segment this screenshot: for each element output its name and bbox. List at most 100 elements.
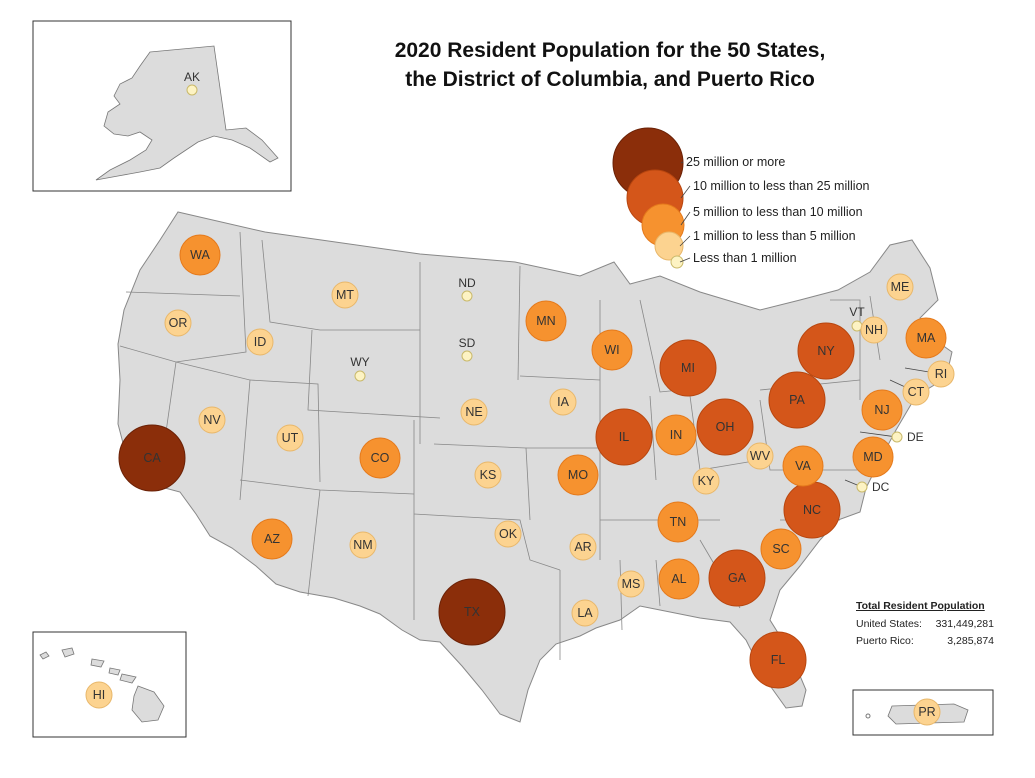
- state-bubble-nm: [349, 531, 377, 559]
- state-bubble-nd: [461, 290, 473, 302]
- state-label-pa: PA: [789, 393, 805, 407]
- legend-leader-1: [680, 161, 684, 164]
- state-label-ut: UT: [282, 431, 299, 445]
- state-label-dc: DC: [872, 480, 890, 494]
- state-bubble-va: [782, 445, 824, 487]
- state-label-ri: RI: [935, 367, 948, 381]
- state-bubble-ak: [186, 84, 198, 96]
- state-bubble-md: [852, 436, 894, 478]
- us-label: United States:: [856, 618, 922, 630]
- legend: 25 million or more 10 million to less tha…: [612, 127, 870, 269]
- state-label-ar: AR: [574, 540, 591, 554]
- state-bubble-pa: [768, 371, 826, 429]
- hawaii-inset: [32, 631, 187, 738]
- state-bubble-mi: [659, 339, 717, 397]
- state-bubble-az: [251, 518, 293, 560]
- legend-leader-3: [680, 211, 691, 226]
- state-bubble-dc: [856, 481, 868, 493]
- state-label-wy: WY: [350, 355, 369, 369]
- state-bubble-co: [359, 437, 401, 479]
- state-bubble-ia: [549, 388, 577, 416]
- state-label-ct: CT: [908, 385, 925, 399]
- state-label-az: AZ: [264, 532, 280, 546]
- state-bubble-id: [246, 328, 274, 356]
- legend-label-4: 1 million to less than 5 million: [693, 229, 856, 243]
- totals-heading: Total Resident Population: [856, 600, 985, 612]
- state-bubbles: WA OR CA ID NV MT WY UT AZ CO NM ND SD NE KS OK TX MN IA MO…: [85, 70, 955, 726]
- state-label-ok: OK: [499, 527, 518, 541]
- us-value: 331,449,281: [935, 618, 994, 630]
- pr-value: 3,285,874: [947, 635, 994, 647]
- state-bubble-hi: [85, 681, 113, 709]
- state-label-ny: NY: [817, 344, 835, 358]
- leader-line-de: [859, 431, 898, 438]
- state-label-de: DE: [907, 430, 924, 444]
- state-label-co: CO: [371, 451, 390, 465]
- total-population-box: Total Resident Population United States:…: [856, 600, 994, 650]
- state-bubble-wa: [179, 234, 221, 276]
- legend-label-1: 25 million or more: [686, 155, 785, 169]
- state-bubble-ut: [276, 424, 304, 452]
- state-label-md: MD: [863, 450, 882, 464]
- legend-swatch-4: [654, 231, 684, 261]
- state-bubble-ks: [474, 461, 502, 489]
- state-label-wi: WI: [604, 343, 619, 357]
- state-label-ms: MS: [622, 577, 641, 591]
- state-bubble-wy: [354, 370, 366, 382]
- state-bubble-la: [571, 599, 599, 627]
- title-line-1: 2020 Resident Population for the 50 Stat…: [394, 39, 826, 62]
- map-title: 2020 Resident Population for the 50 Stat…: [330, 36, 890, 94]
- state-label-mo: MO: [568, 468, 588, 482]
- state-bubble-ok: [494, 520, 522, 548]
- state-bubble-or: [164, 309, 192, 337]
- state-label-ks: KS: [480, 468, 497, 482]
- state-label-sc: SC: [772, 542, 789, 556]
- state-label-nh: NH: [865, 323, 883, 337]
- state-label-pr: PR: [918, 705, 935, 719]
- state-label-il: IL: [619, 430, 629, 444]
- state-label-ga: GA: [728, 571, 747, 585]
- state-bubble-al: [658, 558, 700, 600]
- totals-row-us: United States: 331,449,281: [856, 616, 994, 633]
- state-bubble-wi: [591, 329, 633, 371]
- pr-label: Puerto Rico:: [856, 635, 914, 647]
- state-label-wa: WA: [190, 248, 210, 262]
- state-label-la: LA: [577, 606, 593, 620]
- state-label-nc: NC: [803, 503, 821, 517]
- state-label-mn: MN: [536, 314, 555, 328]
- state-bubble-ri: [927, 360, 955, 388]
- state-bubble-vt: [851, 320, 863, 332]
- state-bubble-oh: [696, 398, 754, 456]
- state-bubble-mt: [331, 281, 359, 309]
- state-label-ak: AK: [184, 70, 200, 84]
- state-bubble-me: [886, 273, 914, 301]
- title-line-2: the District of Columbia, and Puerto Ric…: [405, 68, 815, 91]
- state-bubble-mo: [557, 454, 599, 496]
- state-label-ca: CA: [143, 451, 161, 465]
- state-label-in: IN: [670, 428, 683, 442]
- legend-leader-5: [679, 257, 691, 263]
- state-bubble-il: [595, 408, 653, 466]
- state-bubble-ga: [708, 549, 766, 607]
- contiguous-us: [117, 211, 953, 723]
- state-bubble-fl: [749, 631, 807, 689]
- state-label-me: ME: [891, 280, 910, 294]
- legend-leader-4: [679, 235, 691, 247]
- state-bubble-ky: [692, 467, 720, 495]
- legend-label-5: Less than 1 million: [693, 251, 797, 265]
- state-bubble-ma: [905, 317, 947, 359]
- state-bubble-ne: [460, 398, 488, 426]
- state-label-nd: ND: [458, 276, 476, 290]
- state-bubble-ms: [617, 570, 645, 598]
- state-label-nj: NJ: [874, 403, 889, 417]
- state-label-nv: NV: [203, 413, 221, 427]
- alaska-inset: [32, 20, 292, 192]
- state-bubble-nv: [198, 406, 226, 434]
- state-label-id: ID: [254, 335, 267, 349]
- state-bubble-pr: [913, 698, 941, 726]
- state-label-nm: NM: [353, 538, 372, 552]
- state-label-al: AL: [671, 572, 686, 586]
- state-label-fl: FL: [771, 653, 786, 667]
- state-bubble-ar: [569, 533, 597, 561]
- state-label-va: VA: [795, 459, 811, 473]
